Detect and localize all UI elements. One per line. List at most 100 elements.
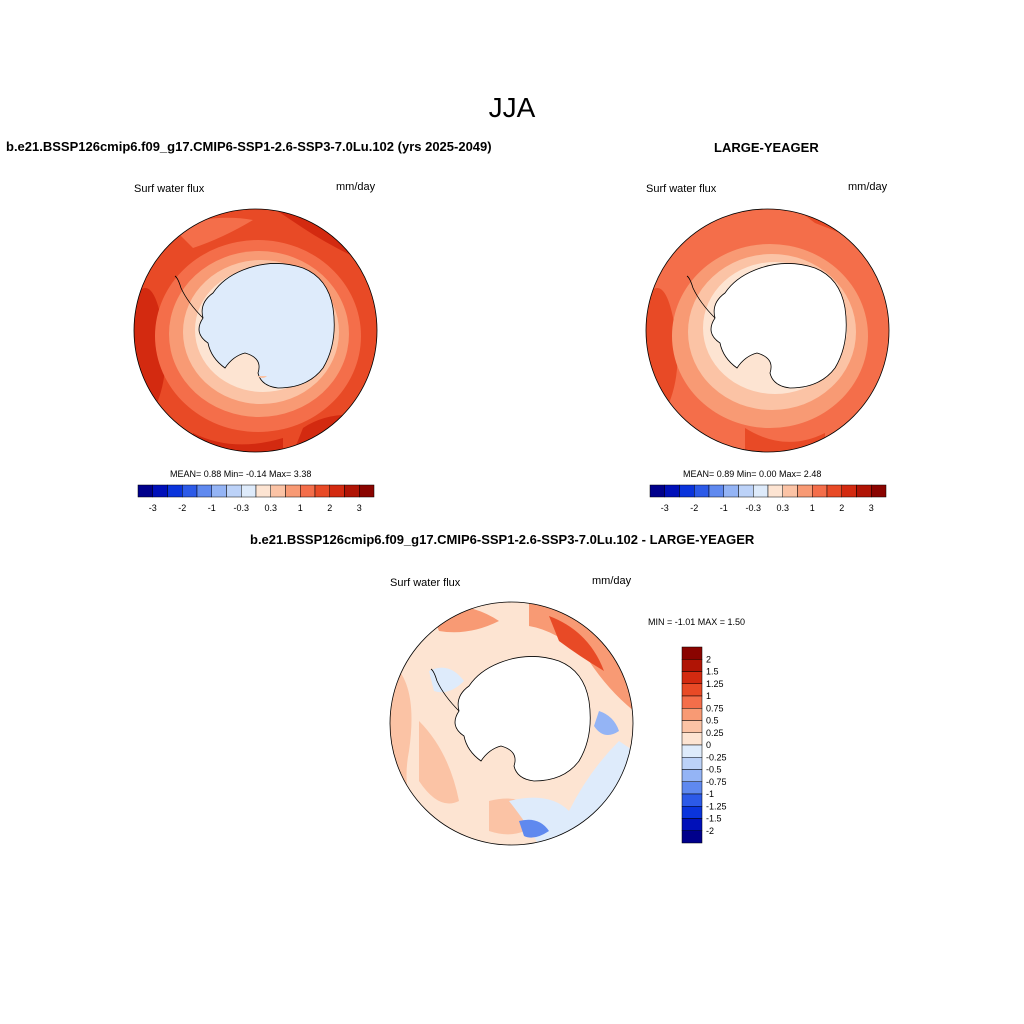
colorbar-diff-swatch <box>681 757 703 770</box>
colorbar-diff-tick-label: 0.25 <box>706 728 724 738</box>
panel-obs-stats: MEAN= 0.89 Min= 0.00 Max= 2.48 <box>683 469 822 479</box>
antarctica-landmass <box>710 263 847 389</box>
colorbar-model-tick-label: -2 <box>178 503 186 513</box>
colorbar-model-swatch <box>314 484 330 498</box>
colorbar-obs-tick-label: -0.3 <box>745 503 761 513</box>
colorbar-diff-swatch <box>681 769 703 782</box>
colorbar-diff-tick-label: -0.5 <box>706 765 722 775</box>
colorbar-model-swatch <box>226 484 242 498</box>
colorbar-obs-swatch <box>694 484 710 498</box>
panel-obs-variable: Surf water flux <box>646 183 717 195</box>
panel-diff-colorbar: 2 1.5 1.25 1 0.75 0.5 0.25 0 -0.25 -0.5 -0.75 -1 -1.… <box>681 646 727 844</box>
colorbar-diff-tick-label: -0.25 <box>706 752 727 762</box>
colorbar-diff-tick-label: -0.75 <box>706 777 727 787</box>
panel-model-stats: MEAN= 0.88 Min= -0.14 Max= 3.38 <box>170 469 312 479</box>
colorbar-obs-swatch <box>782 484 798 498</box>
colorbar-obs-swatch <box>753 484 769 498</box>
panel-model-variable: Surf water flux <box>134 183 205 195</box>
colorbar-obs-swatch <box>767 484 783 498</box>
colorbar-model-tick-label: 3 <box>357 503 362 513</box>
colorbar-diff-swatch <box>681 671 703 684</box>
figure-title: JJA <box>488 92 536 123</box>
colorbar-diff-swatch <box>681 830 703 844</box>
colorbar-diff-tick-label: 1 <box>706 691 711 701</box>
colorbar-model-swatch <box>182 484 198 498</box>
colorbar-diff-tick-label: 0.5 <box>706 716 719 726</box>
colorbar-model-swatch <box>285 484 301 498</box>
colorbar-obs-swatch <box>826 484 842 498</box>
colorbar-diff-swatch <box>681 695 703 709</box>
colorbar-diff-tick-label: -1 <box>706 789 714 799</box>
panel-diff-units: mm/day <box>592 575 632 587</box>
colorbar-model-swatch <box>359 484 375 498</box>
colorbar-obs-swatch <box>679 484 695 498</box>
colorbar-diff-tick-label: -1.25 <box>706 801 727 811</box>
panel-model-colorbar: -3 -2 -1 -0.3 0.3 1 2 3 <box>137 484 375 513</box>
panel-model-units: mm/day <box>336 181 376 193</box>
colorbar-model-tick-label: 2 <box>327 503 332 513</box>
colorbar-obs-swatch <box>797 484 813 498</box>
colorbar-model-swatch <box>137 484 153 498</box>
panel-obs-heading: LARGE-YEAGER <box>714 140 819 155</box>
colorbar-obs-swatch <box>708 484 724 498</box>
colorbar-diff-swatch <box>681 659 703 672</box>
colorbar-model-tick-label: 1 <box>298 503 303 513</box>
colorbar-diff-swatch <box>681 793 703 807</box>
panel-obs-colorbar: -3 -2 -1 -0.3 0.3 1 2 3 <box>649 484 887 513</box>
colorbar-obs-tick-label: 3 <box>869 503 874 513</box>
colorbar-diff-tick-label: 1.25 <box>706 679 724 689</box>
colorbar-obs-tick-label: -2 <box>690 503 698 513</box>
antarctica-landmass <box>454 656 591 782</box>
panel-diff-variable: Surf water flux <box>390 577 461 589</box>
colorbar-diff-swatch <box>681 683 703 697</box>
colorbar-diff-swatch <box>681 646 703 660</box>
colorbar-model-tick-label: -3 <box>149 503 157 513</box>
colorbar-diff-tick-label: -2 <box>706 826 714 836</box>
colorbar-model-tick-label: -0.3 <box>233 503 249 513</box>
colorbar-obs-tick-label: 0.3 <box>776 503 789 513</box>
panel-diff-heading: b.e21.BSSP126cmip6.f09_g17.CMIP6-SSP1-2.… <box>250 532 755 547</box>
colorbar-model-swatch <box>241 484 257 498</box>
colorbar-model-tick-label: -1 <box>208 503 216 513</box>
panel-diff-map <box>389 601 634 846</box>
colorbar-diff-swatch <box>681 732 703 746</box>
colorbar-obs-swatch <box>812 484 828 498</box>
colorbar-obs-swatch <box>841 484 857 498</box>
colorbar-diff-tick-label: 0.75 <box>706 703 724 713</box>
colorbar-diff-swatch <box>681 744 703 758</box>
colorbar-model-swatch <box>211 484 227 498</box>
colorbar-obs-swatch <box>664 484 680 498</box>
colorbar-obs-swatch <box>871 484 887 498</box>
antarctica-landmass <box>198 263 335 389</box>
colorbar-diff-swatch <box>681 708 703 721</box>
colorbar-model-swatch <box>300 484 316 498</box>
colorbar-obs-swatch <box>723 484 739 498</box>
colorbar-diff-swatch <box>681 818 703 831</box>
colorbar-obs-swatch <box>856 484 872 498</box>
colorbar-model-swatch <box>255 484 271 498</box>
colorbar-obs-tick-label: 2 <box>839 503 844 513</box>
colorbar-model-swatch <box>329 484 345 498</box>
panel-model-heading: b.e21.BSSP126cmip6.f09_g17.CMIP6-SSP1-2.… <box>6 139 492 154</box>
colorbar-model-swatch <box>167 484 183 498</box>
panel-obs-units: mm/day <box>848 181 888 193</box>
colorbar-diff-tick-label: 2 <box>706 654 711 664</box>
colorbar-model-swatch <box>196 484 212 498</box>
colorbar-obs-tick-label: 1 <box>810 503 815 513</box>
colorbar-model-swatch <box>270 484 286 498</box>
colorbar-model-swatch <box>344 484 360 498</box>
colorbar-diff-tick-label: -1.5 <box>706 814 722 824</box>
colorbar-obs-swatch <box>738 484 754 498</box>
panel-model-map <box>133 208 378 453</box>
colorbar-diff-swatch <box>681 806 703 819</box>
colorbar-model-tick-label: 0.3 <box>264 503 277 513</box>
colorbar-diff-swatch <box>681 720 703 733</box>
colorbar-obs-tick-label: -1 <box>720 503 728 513</box>
colorbar-obs-swatch <box>649 484 665 498</box>
colorbar-diff-tick-label: 0 <box>706 740 711 750</box>
panel-diff-stats: MIN = -1.01 MAX = 1.50 <box>648 617 746 627</box>
colorbar-diff-swatch <box>681 781 703 795</box>
colorbar-model-swatch <box>152 484 168 498</box>
panel-obs-map <box>645 208 890 453</box>
colorbar-obs-tick-label: -3 <box>661 503 669 513</box>
